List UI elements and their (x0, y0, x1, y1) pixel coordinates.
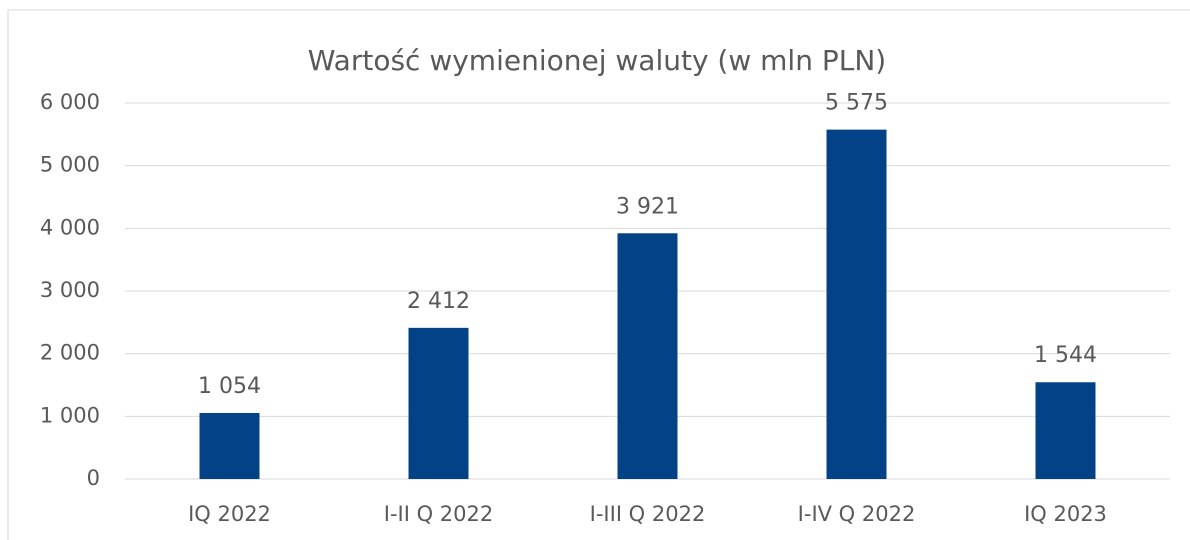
value-label: 1 544 (1034, 343, 1097, 368)
value-label: 1 054 (198, 374, 261, 399)
chart-frame (7, 9, 1190, 540)
y-tick-label: 6 000 (40, 90, 100, 114)
value-label: 3 921 (616, 194, 679, 219)
x-tick-label: IQ 2022 (188, 502, 271, 526)
bar (826, 129, 887, 479)
chart-title: Wartość wymienionej waluty (w mln PLN) (308, 44, 886, 77)
y-tick-label: 5 000 (40, 153, 100, 177)
x-tick-label: I-II Q 2022 (384, 502, 493, 526)
y-tick-label: 1 000 (40, 403, 100, 427)
value-label: 5 575 (825, 91, 888, 116)
y-tick-label: 2 000 (40, 341, 100, 365)
y-tick-label: 3 000 (40, 278, 100, 302)
bar (1035, 382, 1096, 479)
x-tick-label: IQ 2023 (1024, 502, 1107, 526)
x-tick-label: I-IV Q 2022 (798, 502, 916, 526)
y-tick-label: 0 (87, 466, 100, 490)
bar (408, 327, 469, 479)
value-label: 2 412 (407, 289, 470, 314)
x-tick-label: I-III Q 2022 (590, 502, 706, 526)
y-tick-label: 4 000 (40, 215, 100, 239)
bar (199, 412, 260, 479)
bar (617, 233, 678, 479)
